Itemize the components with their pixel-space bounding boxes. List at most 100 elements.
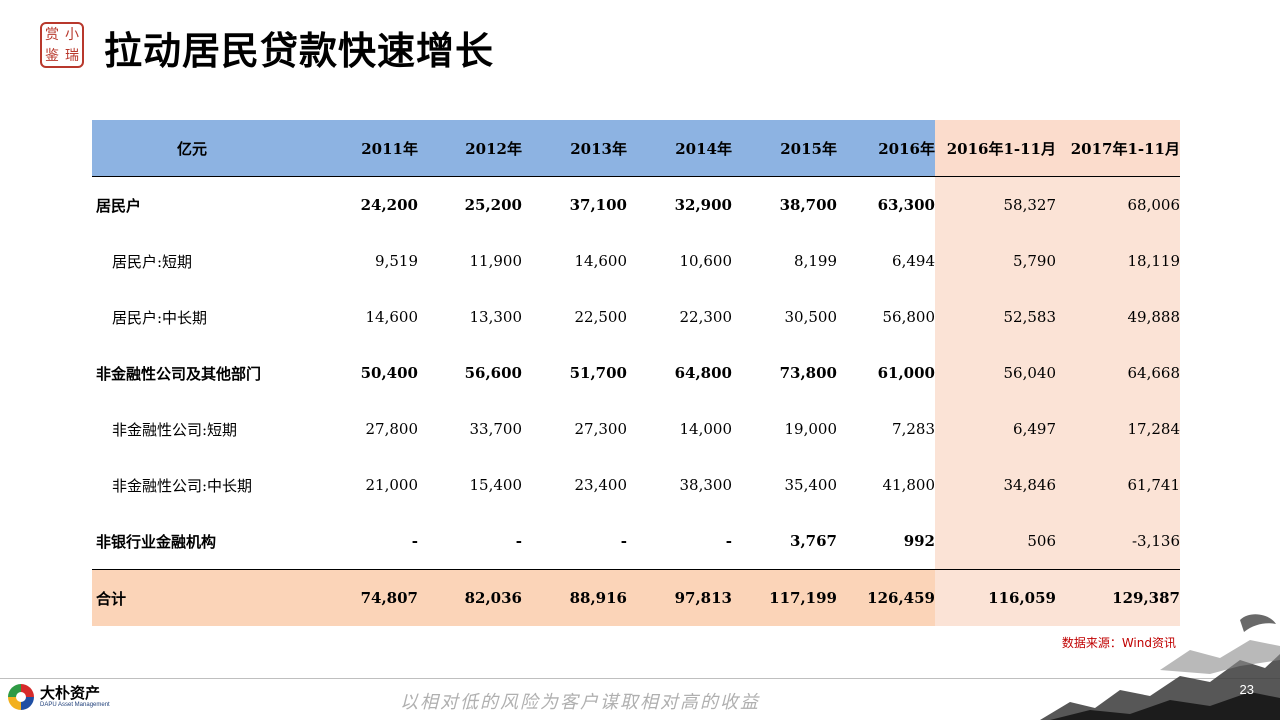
table-cell: 14,600 [365, 308, 419, 326]
table-cell: 56,800 [882, 308, 936, 326]
table-cell: - [411, 532, 418, 550]
table-cell: 51,700 [569, 364, 627, 382]
slide-title: 拉动居民贷款快速增长 [104, 29, 495, 73]
footer-slogan: 以相对低的风险为客户谋取相对高的收益 [400, 692, 760, 713]
brand-logo-icon [8, 684, 34, 710]
seal-char: 小 [65, 26, 79, 43]
company-seal-logo: 赏 小 鉴 瑞 [40, 22, 84, 68]
header-cell: 2016年 [837, 120, 935, 177]
header-cell: 2011年 [292, 120, 418, 177]
table-cell: 49,888 [1056, 289, 1180, 345]
table-cell: 5,790 [935, 233, 1056, 289]
table-row: 居民户:中长期 14,600 13,300 22,500 22,300 30,500 56,… [92, 289, 1180, 345]
data-source-note: 数据来源：Wind资讯 [1061, 636, 1176, 650]
footer-divider [0, 678, 1280, 679]
table-cell: 22,300 [679, 308, 733, 326]
row-label: 居民户 [96, 196, 142, 215]
table-row: 非金融性公司:中长期 21,000 15,400 23,400 38,300 35,400… [92, 457, 1180, 513]
table-cell: 35,400 [784, 476, 838, 494]
table-cell: 74,807 [292, 569, 418, 626]
table-cell: - [515, 532, 522, 550]
table-cell: 64,800 [674, 364, 732, 382]
brand-name: 大朴资产 [40, 684, 101, 703]
seal-char: 瑞 [65, 47, 79, 64]
table-row: 非银行业金融机构 - - - - 3,767 992 506 -3,136 [92, 513, 1180, 570]
table-cell: 17,284 [1056, 401, 1180, 457]
table-cell: 38,700 [779, 196, 837, 214]
table-cell: 27,300 [574, 420, 628, 438]
table-cell: 82,036 [418, 569, 522, 626]
table-cell: 73,800 [779, 364, 837, 382]
table-cell: 41,800 [882, 476, 936, 494]
table-cell: 14,000 [679, 420, 733, 438]
table-cell: 56,600 [464, 364, 522, 382]
table-cell: 50,400 [360, 364, 418, 382]
table-cell: 63,300 [877, 196, 935, 214]
table-cell: - [725, 532, 732, 550]
table-cell: 10,600 [679, 252, 733, 270]
table-cell: 3,767 [790, 532, 837, 550]
table-cell: 18,119 [1056, 233, 1180, 289]
table-cell: 30,500 [784, 308, 838, 326]
table-cell: 116,059 [935, 569, 1056, 626]
table-cell: 32,900 [674, 196, 732, 214]
table-cell: 9,519 [375, 252, 418, 270]
table-cell: 61,000 [877, 364, 935, 382]
table-cell: 15,400 [469, 476, 523, 494]
table-cell: 25,200 [464, 196, 522, 214]
table-header-row: 亿元 2011年 2012年 2013年 2014年 2015年 2016年 2… [92, 120, 1180, 177]
table-row: 居民户 24,200 25,200 37,100 32,900 38,700 63,300 5… [92, 176, 1180, 233]
header-cell: 2014年 [627, 120, 732, 177]
row-label: 居民户:中长期 [112, 308, 208, 327]
seal-char: 鉴 [45, 47, 59, 64]
table-cell: 6,497 [935, 401, 1056, 457]
table-cell: -3,136 [1056, 513, 1180, 570]
table-cell: 14,600 [574, 252, 628, 270]
row-label: 非金融性公司及其他部门 [96, 364, 262, 383]
table-cell: 97,813 [627, 569, 732, 626]
table-cell: 6,494 [892, 252, 935, 270]
table-cell: 8,199 [794, 252, 837, 270]
table-cell: 37,100 [569, 196, 627, 214]
table-row: 非金融性公司及其他部门 50,400 56,600 51,700 64,800 73,80… [92, 345, 1180, 401]
table-cell: 22,500 [574, 308, 628, 326]
row-label: 非金融性公司:中长期 [112, 476, 253, 495]
table-cell: 24,200 [360, 196, 418, 214]
table-cell: 52,583 [935, 289, 1056, 345]
table-cell: 992 [903, 532, 935, 550]
row-label: 合计 [92, 569, 292, 626]
row-label: 居民户:短期 [112, 252, 193, 271]
table-cell: 23,400 [574, 476, 628, 494]
ink-landscape-decoration [1040, 614, 1280, 720]
table-cell: 68,006 [1056, 176, 1180, 233]
table-total-row: 合计 74,807 82,036 88,916 97,813 117,199 126,459… [92, 569, 1180, 626]
table-cell: 21,000 [365, 476, 419, 494]
table-cell: 38,300 [679, 476, 733, 494]
table-row: 非金融性公司:短期 27,800 33,700 27,300 14,000 19,000 7… [92, 401, 1180, 457]
brand-english-name: DAPU Asset Management [40, 701, 110, 708]
table-row: 居民户:短期 9,519 11,900 14,600 10,600 8,199 6,494 5… [92, 233, 1180, 289]
header-cell: 2012年 [418, 120, 522, 177]
table-cell: 126,459 [837, 569, 935, 626]
table-cell: 27,800 [365, 420, 419, 438]
table-cell: 34,846 [935, 457, 1056, 513]
row-label: 非银行业金融机构 [96, 532, 217, 551]
header-cell: 2015年 [732, 120, 837, 177]
table-cell: 56,040 [935, 345, 1056, 401]
header-cell: 2016年1-11月 [935, 120, 1056, 177]
table-cell: 88,916 [522, 569, 627, 626]
table-cell: 13,300 [469, 308, 523, 326]
table-cell: - [620, 532, 627, 550]
table-cell: 117,199 [732, 569, 837, 626]
header-cell: 2013年 [522, 120, 627, 177]
table-cell: 64,668 [1056, 345, 1180, 401]
table-cell: 61,741 [1056, 457, 1180, 513]
table-cell: 19,000 [784, 420, 838, 438]
header-cell: 2017年1-11月 [1056, 120, 1180, 177]
seal-char: 赏 [45, 26, 59, 43]
table-cell: 33,700 [469, 420, 523, 438]
footer-brand: 大朴资产 DAPU Asset Management [8, 684, 110, 710]
header-cell: 亿元 [92, 120, 292, 177]
table-cell: 11,900 [469, 252, 523, 270]
table-cell: 506 [935, 513, 1056, 570]
